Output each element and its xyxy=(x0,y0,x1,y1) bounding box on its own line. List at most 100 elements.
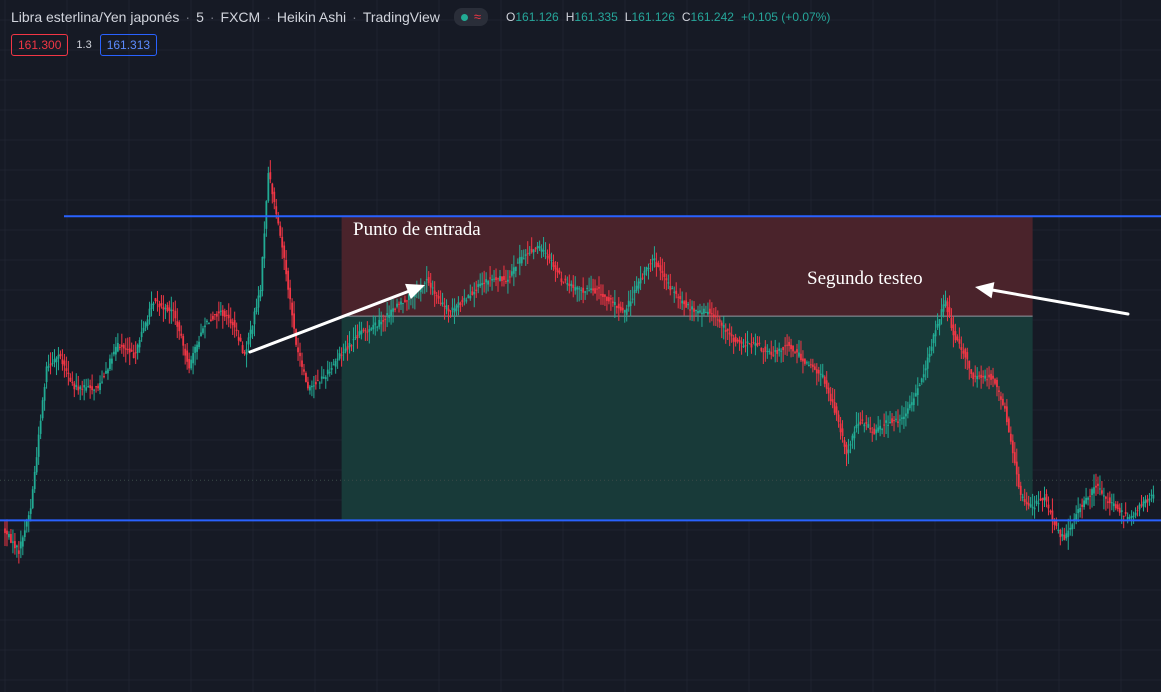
candle-up xyxy=(1144,499,1147,504)
candle-up xyxy=(324,377,327,379)
candle-down xyxy=(843,440,846,447)
candle-down xyxy=(802,358,804,362)
candle-down xyxy=(724,330,727,332)
candle-up xyxy=(1112,503,1115,507)
candle-down xyxy=(77,386,80,391)
candle-down xyxy=(718,319,721,323)
candle-down xyxy=(158,303,161,308)
candle-down xyxy=(459,303,462,306)
horizontal-levels xyxy=(0,215,1161,522)
candle-down xyxy=(443,305,446,307)
candle-up xyxy=(984,375,986,379)
buy-button[interactable]: 161.313 xyxy=(99,34,158,56)
candle-down xyxy=(716,319,719,321)
candle-down xyxy=(865,422,868,424)
candle-up xyxy=(360,330,363,335)
candle-down xyxy=(958,339,961,344)
candle-up xyxy=(144,322,147,328)
candle-up xyxy=(400,301,402,305)
candle-down xyxy=(176,321,179,327)
candle-down xyxy=(237,336,240,341)
candle-up xyxy=(1120,510,1123,512)
candle-down xyxy=(1118,507,1121,513)
candle-up xyxy=(101,381,103,383)
second-test-label[interactable]: Segundo testeo xyxy=(807,268,923,289)
interval-label[interactable]: 5 xyxy=(196,9,204,25)
candle-down xyxy=(1049,510,1052,513)
candle-up xyxy=(1148,498,1151,501)
candle-down xyxy=(617,303,620,309)
candle-up xyxy=(1128,517,1131,519)
candle-up xyxy=(807,365,810,367)
candle-up xyxy=(19,541,22,549)
symbol-name[interactable]: Libra esterlina/Yen japonés xyxy=(11,9,180,25)
candle-up xyxy=(390,309,392,317)
candle-up xyxy=(245,349,248,355)
candle-up xyxy=(170,309,173,312)
entry-point-label[interactable]: Punto de entrada xyxy=(353,219,481,240)
candle-down xyxy=(350,345,353,347)
candle-up xyxy=(453,308,456,313)
candle-up xyxy=(643,270,646,276)
candle-up xyxy=(887,424,889,426)
candle-down xyxy=(172,309,175,311)
candle-down xyxy=(505,281,507,283)
open-value: 161.126 xyxy=(515,10,559,24)
candle-up xyxy=(99,382,101,391)
candle-down xyxy=(1095,485,1097,488)
candle-down xyxy=(811,364,814,367)
candle-down xyxy=(988,374,990,378)
candle-up xyxy=(481,282,484,286)
candle-down xyxy=(621,307,624,311)
candle-down xyxy=(130,349,133,352)
candle-up xyxy=(1079,507,1082,513)
candle-up xyxy=(116,342,119,352)
candle-up xyxy=(358,331,361,336)
candle-down xyxy=(1027,502,1030,506)
candle-down xyxy=(831,399,834,403)
candle-down xyxy=(1017,473,1020,488)
candle-down xyxy=(63,360,66,366)
sell-button[interactable]: 161.300 xyxy=(11,34,69,56)
candle-up xyxy=(392,308,394,312)
candle-down xyxy=(1097,483,1099,486)
candle-up xyxy=(687,304,689,306)
candle-up xyxy=(1103,495,1105,497)
candle-down xyxy=(307,381,309,389)
candle-up xyxy=(247,337,250,345)
candle-down xyxy=(960,347,963,350)
candle-up xyxy=(219,310,222,312)
candle-up xyxy=(697,310,699,314)
entry-arrow-icon-head xyxy=(405,283,425,300)
candle-down xyxy=(596,288,598,290)
candle-down xyxy=(730,334,733,337)
candle-down xyxy=(609,298,612,300)
candle-down xyxy=(364,330,367,332)
candle-down xyxy=(14,541,16,549)
candle-down xyxy=(91,386,94,391)
candle-up xyxy=(253,311,256,325)
candle-up xyxy=(863,424,866,427)
candle-up xyxy=(21,537,24,547)
candle-down xyxy=(1101,490,1103,494)
candle-down xyxy=(404,299,406,303)
candle-up xyxy=(142,327,145,332)
candle-down xyxy=(982,375,985,378)
candle-up xyxy=(853,431,856,439)
candle-down xyxy=(998,390,1000,393)
candle-up xyxy=(467,295,470,299)
candle-up xyxy=(55,357,58,363)
candle-down xyxy=(239,337,242,342)
candle-up xyxy=(550,259,553,261)
candle-up xyxy=(681,300,684,304)
candle-down xyxy=(132,352,135,358)
market-status-pill[interactable]: ≈ xyxy=(453,8,488,26)
candle-up xyxy=(1077,509,1080,514)
candle-up xyxy=(463,298,466,300)
candle-up xyxy=(267,173,270,201)
candle-up xyxy=(576,287,579,290)
candle-down xyxy=(162,306,165,310)
candle-down xyxy=(366,331,369,333)
